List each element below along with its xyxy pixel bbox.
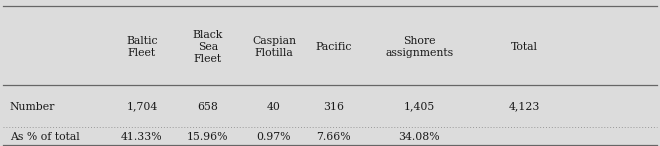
- Text: Pacific: Pacific: [315, 42, 352, 52]
- Text: 40: 40: [267, 102, 281, 112]
- Text: 4,123: 4,123: [509, 102, 541, 112]
- Text: 15.96%: 15.96%: [187, 132, 228, 142]
- Text: Baltic
Fleet: Baltic Fleet: [126, 36, 158, 58]
- Text: Total: Total: [512, 42, 538, 52]
- Text: Caspian
Flotilla: Caspian Flotilla: [252, 36, 296, 58]
- Text: 7.66%: 7.66%: [316, 132, 350, 142]
- Text: 658: 658: [197, 102, 218, 112]
- Text: 0.97%: 0.97%: [257, 132, 291, 142]
- Text: As % of total: As % of total: [10, 132, 80, 142]
- Text: 41.33%: 41.33%: [121, 132, 163, 142]
- Text: 1,704: 1,704: [126, 102, 158, 112]
- Text: Number: Number: [10, 102, 55, 112]
- Text: Shore
assignments: Shore assignments: [385, 36, 453, 58]
- Text: 1,405: 1,405: [403, 102, 435, 112]
- Text: Black
Sea
Fleet: Black Sea Fleet: [193, 30, 223, 64]
- Text: 316: 316: [323, 102, 344, 112]
- Text: 34.08%: 34.08%: [398, 132, 440, 142]
